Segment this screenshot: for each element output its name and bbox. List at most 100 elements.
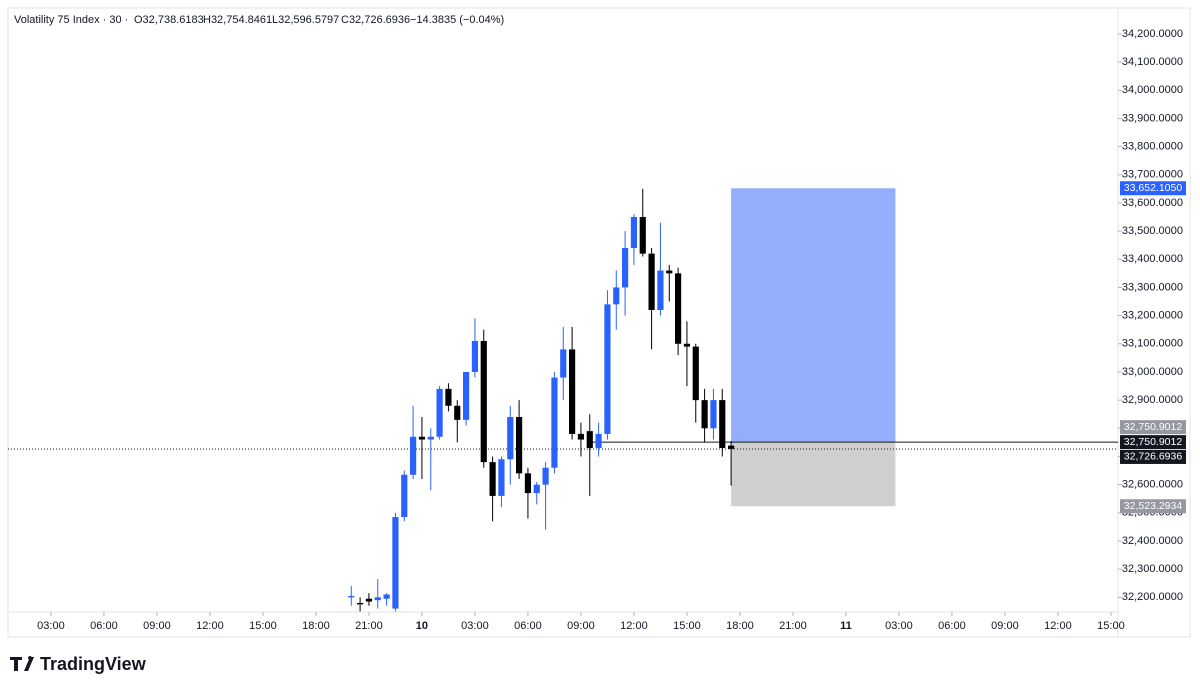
y-tick-label: 32,200.0000 bbox=[1122, 591, 1183, 603]
x-tick-label: 09:00 bbox=[567, 620, 595, 632]
x-tick-label: 12:00 bbox=[620, 620, 648, 632]
x-tick-label: 21:00 bbox=[779, 620, 807, 632]
x-tick-label: 15:00 bbox=[673, 620, 701, 632]
candle-body bbox=[418, 436, 426, 440]
target-price-tag: 33,652.1050 bbox=[1124, 182, 1183, 194]
y-tick-label: 32,400.0000 bbox=[1122, 535, 1183, 547]
candle-body bbox=[410, 436, 417, 475]
candle-body bbox=[657, 270, 664, 310]
candle-body bbox=[480, 340, 487, 463]
x-tick-label: 03:00 bbox=[885, 620, 913, 632]
candle-body bbox=[357, 602, 364, 605]
candle-body bbox=[551, 377, 558, 468]
candle-body bbox=[666, 270, 673, 274]
candle-body bbox=[348, 595, 355, 598]
stop-price-tag-bg bbox=[1120, 499, 1186, 514]
target-price-tag-bg bbox=[1120, 181, 1186, 196]
x-tick-label: 12:00 bbox=[196, 620, 224, 632]
y-tick-label: 33,000.0000 bbox=[1122, 366, 1183, 378]
candle-body bbox=[675, 273, 682, 344]
last-price-tag-bg bbox=[1120, 449, 1186, 464]
candle-body bbox=[719, 400, 726, 449]
candle-body bbox=[427, 436, 434, 440]
y-tick-label: 33,900.0000 bbox=[1122, 112, 1183, 124]
candle-body bbox=[392, 517, 399, 609]
x-tick-label: 03:00 bbox=[461, 620, 489, 632]
candle-body bbox=[463, 371, 470, 420]
y-tick-label: 33,100.0000 bbox=[1122, 338, 1183, 350]
x-tick-label: 15:00 bbox=[249, 620, 277, 632]
y-tick-label: 33,600.0000 bbox=[1122, 197, 1183, 209]
candle-body bbox=[365, 598, 373, 602]
x-tick-label: 10 bbox=[416, 620, 428, 632]
x-tick-label: 06:00 bbox=[90, 620, 118, 632]
header-close: C32,726.6936 bbox=[341, 14, 410, 26]
candle-body bbox=[374, 597, 381, 601]
candle-body bbox=[471, 340, 479, 372]
y-tick-label: 32,300.0000 bbox=[1122, 563, 1183, 575]
header-change: −14.3835 (−0.04%) bbox=[410, 14, 504, 26]
header-open: O32,738.6183 bbox=[134, 14, 204, 26]
candle-body bbox=[524, 473, 532, 494]
candle-body bbox=[639, 217, 646, 254]
x-tick-label: 06:00 bbox=[938, 620, 966, 632]
x-tick-label: 18:00 bbox=[726, 620, 754, 632]
candle-body bbox=[728, 445, 735, 449]
candle-body bbox=[630, 217, 638, 249]
stop-price-tag: 32,523.2934 bbox=[1124, 500, 1183, 512]
x-tick-label: 03:00 bbox=[37, 620, 65, 632]
candle-body bbox=[542, 467, 549, 485]
x-tick-label: 15:00 bbox=[1097, 620, 1125, 632]
y-tick-label: 33,300.0000 bbox=[1122, 281, 1183, 293]
candle-body bbox=[710, 400, 717, 429]
candle-body bbox=[595, 433, 602, 449]
x-tick-label: 18:00 bbox=[302, 620, 330, 632]
candle-body bbox=[383, 594, 390, 599]
candle-body bbox=[516, 417, 523, 474]
entry-price-tag: 32,750.9012 bbox=[1124, 421, 1183, 433]
profit-zone bbox=[731, 188, 896, 443]
entry-price-tag-bg bbox=[1120, 420, 1186, 435]
header-symbol: Volatility 75 Index · 30 · bbox=[14, 14, 128, 26]
y-tick-label: 33,400.0000 bbox=[1122, 253, 1183, 265]
y-tick-label: 34,100.0000 bbox=[1122, 56, 1183, 68]
candle-body bbox=[507, 417, 514, 460]
candle-body bbox=[604, 304, 611, 434]
candle-body bbox=[454, 405, 461, 420]
entry-line-tag: 32,750.9012 bbox=[1124, 436, 1183, 448]
loss-zone bbox=[731, 442, 896, 507]
brand-name: TradingView bbox=[40, 654, 147, 674]
x-tick-label: 09:00 bbox=[143, 620, 171, 632]
candle-body bbox=[586, 431, 593, 449]
x-tick-label: 12:00 bbox=[1044, 620, 1072, 632]
header-high: H32,754.8461 bbox=[203, 14, 272, 26]
candle-body bbox=[560, 349, 567, 378]
x-tick-label: 06:00 bbox=[514, 620, 542, 632]
last-price-tag: 32,726.6936 bbox=[1124, 451, 1183, 463]
candle-body bbox=[692, 346, 699, 401]
y-tick-label: 33,800.0000 bbox=[1122, 140, 1183, 152]
candle-body bbox=[577, 433, 585, 440]
candle-body bbox=[498, 459, 505, 496]
candle-body bbox=[569, 349, 576, 434]
header-low: L32,596.5797 bbox=[272, 14, 339, 26]
y-tick-label: 33,200.0000 bbox=[1122, 310, 1183, 322]
candle-body bbox=[445, 388, 452, 406]
candle-body bbox=[622, 248, 629, 288]
y-tick-label: 32,900.0000 bbox=[1122, 394, 1183, 406]
frame bbox=[7, 7, 1191, 638]
y-tick-label: 32,600.0000 bbox=[1122, 479, 1183, 491]
candle-body bbox=[489, 462, 496, 496]
candle-body bbox=[533, 484, 540, 494]
x-tick-label: 21:00 bbox=[355, 620, 383, 632]
y-tick-label: 33,500.0000 bbox=[1122, 225, 1183, 237]
candle-body bbox=[401, 474, 408, 518]
y-tick-label: 34,000.0000 bbox=[1122, 84, 1183, 96]
entry-line-tag-bg bbox=[1120, 435, 1186, 450]
y-tick-label: 33,700.0000 bbox=[1122, 169, 1183, 181]
brand-logo bbox=[10, 656, 34, 671]
candle-body bbox=[701, 400, 708, 429]
candle-body bbox=[436, 388, 443, 437]
